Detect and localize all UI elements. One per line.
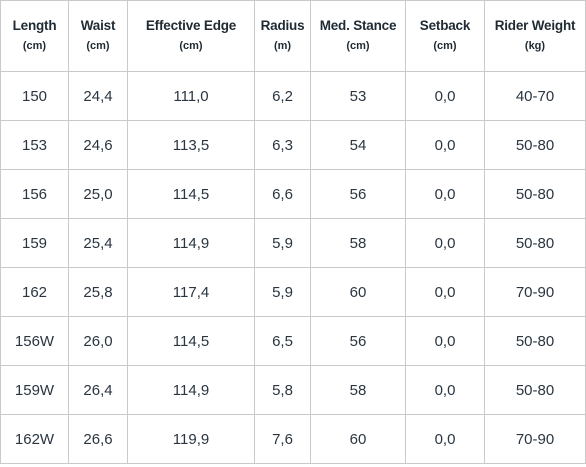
cell-length: 159W (0, 365, 69, 415)
cell-rider-weight: 40-70 (484, 71, 586, 121)
cell-setback: 0,0 (405, 267, 485, 317)
cell-radius: 6,2 (254, 71, 311, 121)
cell-med-stance: 60 (310, 414, 406, 464)
cell-length: 150 (0, 71, 69, 121)
header-length: Length (cm) (0, 0, 69, 72)
cell-radius: 6,5 (254, 316, 311, 366)
cell-waist: 24,4 (68, 71, 128, 121)
cell-setback: 0,0 (405, 71, 485, 121)
cell-waist: 26,6 (68, 414, 128, 464)
cell-med-stance: 56 (310, 316, 406, 366)
cell-rider-weight: 50-80 (484, 365, 586, 415)
cell-radius: 6,6 (254, 169, 311, 219)
table-row: 162 25,8 117,4 5,9 60 0,0 70-90 (0, 267, 586, 317)
cell-length: 162W (0, 414, 69, 464)
table-row: 156 25,0 114,5 6,6 56 0,0 50-80 (0, 169, 586, 219)
cell-radius: 7,6 (254, 414, 311, 464)
cell-rider-weight: 50-80 (484, 120, 586, 170)
cell-effective-edge: 111,0 (127, 71, 255, 121)
cell-rider-weight: 50-80 (484, 169, 586, 219)
table-row: 150 24,4 111,0 6,2 53 0,0 40-70 (0, 71, 586, 121)
cell-setback: 0,0 (405, 365, 485, 415)
cell-radius: 5,9 (254, 267, 311, 317)
cell-waist: 25,0 (68, 169, 128, 219)
table-row: 159 25,4 114,9 5,9 58 0,0 50-80 (0, 218, 586, 268)
cell-med-stance: 58 (310, 218, 406, 268)
cell-effective-edge: 119,9 (127, 414, 255, 464)
cell-rider-weight: 50-80 (484, 218, 586, 268)
header-rider-weight: Rider Weight (kg) (484, 0, 586, 72)
cell-rider-weight: 70-90 (484, 414, 586, 464)
cell-waist: 26,4 (68, 365, 128, 415)
header-med-stance: Med. Stance (cm) (310, 0, 406, 72)
cell-length: 153 (0, 120, 69, 170)
cell-rider-weight: 50-80 (484, 316, 586, 366)
cell-setback: 0,0 (405, 169, 485, 219)
cell-length: 162 (0, 267, 69, 317)
table-row: 153 24,6 113,5 6,3 54 0,0 50-80 (0, 120, 586, 170)
cell-waist: 25,4 (68, 218, 128, 268)
cell-med-stance: 54 (310, 120, 406, 170)
cell-effective-edge: 113,5 (127, 120, 255, 170)
cell-med-stance: 53 (310, 71, 406, 121)
cell-setback: 0,0 (405, 316, 485, 366)
header-radius: Radius (m) (254, 0, 311, 72)
cell-med-stance: 60 (310, 267, 406, 317)
cell-setback: 0,0 (405, 120, 485, 170)
cell-med-stance: 56 (310, 169, 406, 219)
cell-effective-edge: 114,5 (127, 316, 255, 366)
cell-setback: 0,0 (405, 218, 485, 268)
cell-effective-edge: 114,9 (127, 218, 255, 268)
cell-radius: 5,9 (254, 218, 311, 268)
header-waist: Waist (cm) (68, 0, 128, 72)
cell-radius: 5,8 (254, 365, 311, 415)
cell-waist: 25,8 (68, 267, 128, 317)
cell-length: 156W (0, 316, 69, 366)
cell-length: 156 (0, 169, 69, 219)
cell-setback: 0,0 (405, 414, 485, 464)
cell-effective-edge: 114,9 (127, 365, 255, 415)
header-effective-edge: Effective Edge (cm) (127, 0, 255, 72)
cell-effective-edge: 114,5 (127, 169, 255, 219)
table-row: 159W 26,4 114,9 5,8 58 0,0 50-80 (0, 365, 586, 415)
cell-rider-weight: 70-90 (484, 267, 586, 317)
header-setback: Setback (cm) (405, 0, 485, 72)
cell-med-stance: 58 (310, 365, 406, 415)
table-row: 162W 26,6 119,9 7,6 60 0,0 70-90 (0, 414, 586, 464)
table-row: 156W 26,0 114,5 6,5 56 0,0 50-80 (0, 316, 586, 366)
header-row: Length (cm) Waist (cm) Effective Edge (cm) … (0, 0, 586, 72)
cell-effective-edge: 117,4 (127, 267, 255, 317)
cell-length: 159 (0, 218, 69, 268)
cell-radius: 6,3 (254, 120, 311, 170)
cell-waist: 26,0 (68, 316, 128, 366)
cell-waist: 24,6 (68, 120, 128, 170)
